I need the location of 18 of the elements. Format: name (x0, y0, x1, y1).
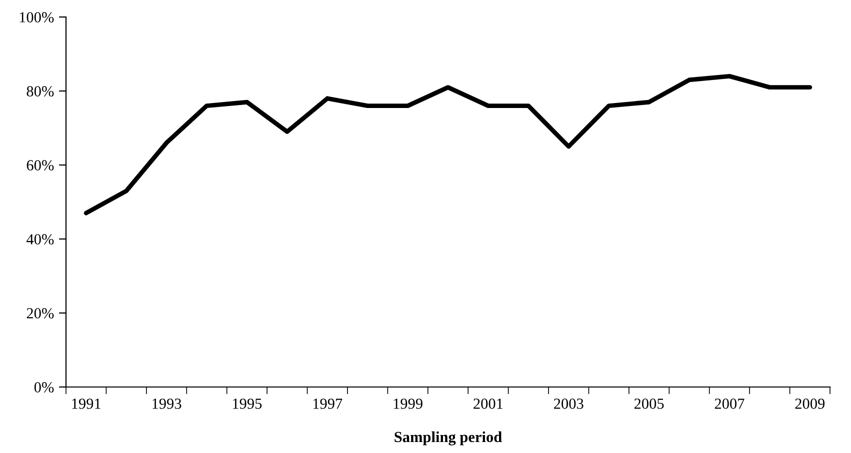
y-tick-label: 60% (26, 160, 54, 170)
y-tick-label: 100% (20, 12, 54, 22)
x-tick-label: 2003 (554, 398, 584, 409)
x-tick-label: 2005 (634, 398, 664, 409)
x-tick-label: 1997 (313, 398, 342, 409)
x-tick-label: 1991 (72, 398, 100, 409)
y-tick-label: 20% (26, 308, 54, 318)
x-tick-label: 2001 (474, 398, 503, 409)
y-tick-label: 40% (26, 234, 54, 244)
x-tick-label: 2009 (795, 398, 825, 409)
y-tick-label: 0% (34, 382, 54, 392)
line-series (84, 74, 812, 216)
x-tick-label: 2007 (714, 398, 744, 409)
x-axis-title: Sampling period (394, 431, 502, 446)
x-tick-label: 1999 (394, 398, 422, 409)
x-tick-label: 1995 (233, 398, 262, 409)
x-tick-label: 1993 (152, 398, 182, 409)
y-tick-label: 80% (26, 86, 54, 96)
